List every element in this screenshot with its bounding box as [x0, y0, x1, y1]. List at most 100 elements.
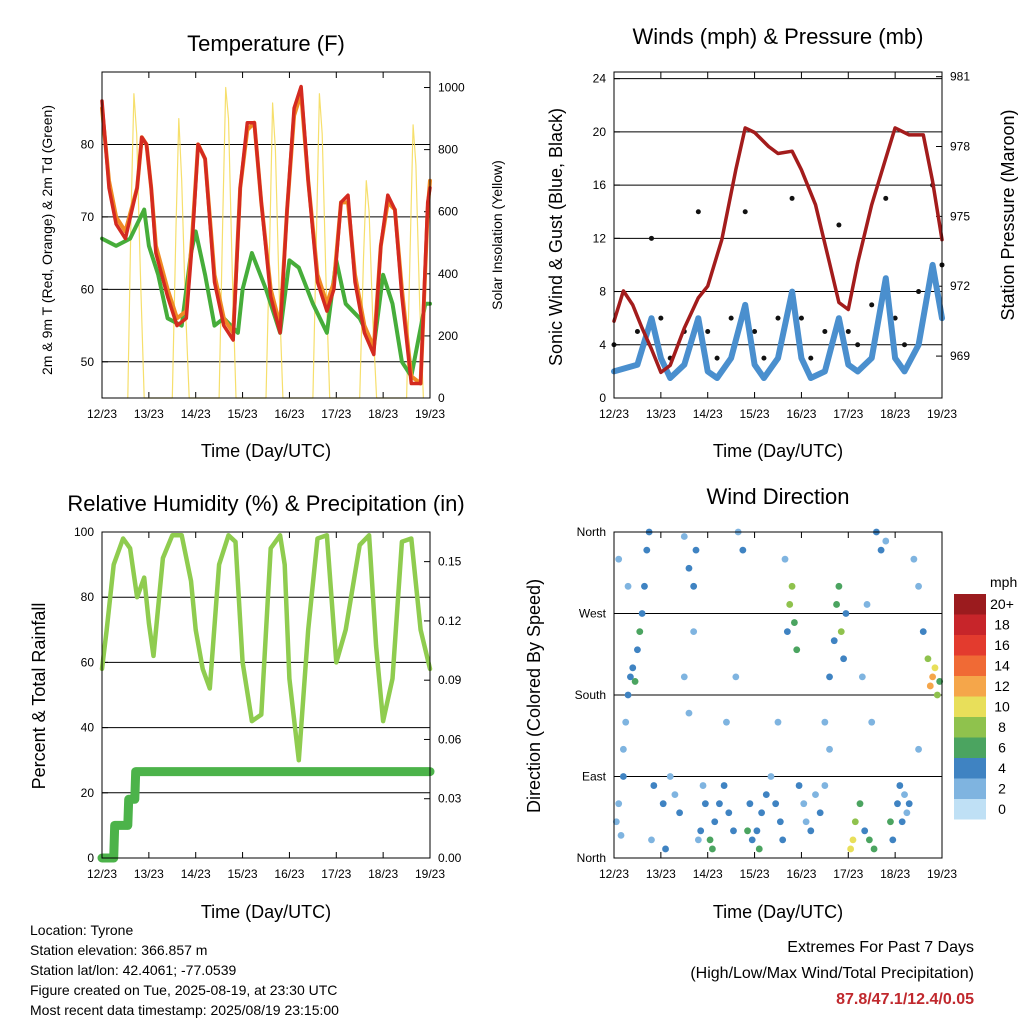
humidity-title: Relative Humidity (%) & Precipitation (i… [67, 491, 464, 516]
y-tick-label: 60 [81, 655, 95, 669]
direction-point [837, 628, 845, 636]
y-tick-label: 24 [593, 72, 607, 86]
direction-point [926, 682, 934, 690]
relative-humidity-line [99, 533, 433, 763]
direction-point [638, 610, 646, 617]
direction-point [776, 818, 784, 826]
info-elevation: Station elevation: 366.857 m [30, 942, 208, 958]
temperature-ylabel-left: 2m & 9m T (Red, Orange) & 2m Td (Green) [39, 105, 55, 375]
direction-point [807, 827, 815, 835]
x-tick-label: 12/23 [87, 867, 117, 881]
direction-point [821, 718, 829, 726]
gust-point [822, 328, 828, 334]
direction-point [821, 782, 829, 789]
direction-point [933, 691, 941, 699]
y2-tick-label: 975 [950, 209, 970, 223]
legend-swatch [954, 614, 986, 635]
gust-point [761, 355, 767, 361]
y2-tick-label: 1000 [438, 81, 465, 95]
direction-point [863, 601, 871, 608]
extremes-block: Extremes For Past 7 Days (High/Low/Max W… [690, 935, 974, 1013]
gust-point [742, 209, 748, 215]
y2-tick-label: 400 [438, 267, 458, 281]
direction-point [636, 628, 644, 636]
legend-swatch [954, 696, 986, 717]
y-tick-label: 40 [81, 721, 95, 735]
x-tick-label: 14/23 [693, 867, 723, 881]
sonic-wind-line [611, 261, 945, 381]
x-tick-label: 14/23 [181, 867, 211, 881]
direction-point [868, 718, 876, 726]
x-tick-label: 18/23 [368, 867, 398, 881]
direction-point [730, 827, 737, 835]
legend-label: 12 [994, 678, 1010, 694]
dewpoint-2m-line [100, 207, 432, 379]
direction-point [690, 628, 698, 636]
legend-swatch [954, 778, 986, 799]
direction-point [709, 845, 716, 853]
winds-xlabel: Time (Day/UTC) [713, 441, 843, 461]
winds-title: Winds (mph) & Pressure (mb) [633, 24, 924, 49]
direction-point [662, 845, 669, 853]
temperature-panel: 12/23 13/23 14/23 15/23 16/23 17/23 18/23 19/23… [39, 31, 505, 461]
direction-point [634, 646, 641, 654]
x-tick-label: 14/23 [181, 407, 211, 421]
direction-point [924, 655, 932, 663]
y2-tick-label: 800 [438, 143, 458, 157]
y-tick-label: 80 [81, 590, 95, 604]
y-tick-label: South [575, 688, 606, 702]
y2-tick-label: 972 [950, 279, 970, 293]
direction-point [840, 655, 847, 663]
direction-point [739, 546, 747, 554]
direction-point [870, 845, 878, 853]
direction-point [931, 664, 939, 672]
solar-insolation-line [127, 86, 424, 399]
gust-point [808, 355, 814, 361]
total-rainfall-line [97, 767, 435, 863]
y2-tick-label: 978 [950, 140, 970, 154]
direction-point [830, 637, 838, 645]
legend-swatch [954, 717, 986, 738]
legend-label: 18 [994, 617, 1010, 633]
direction-point [791, 619, 798, 626]
legend-label: 2 [998, 781, 1006, 797]
x-tick-label: 16/23 [786, 867, 816, 881]
y2-tick-label: 969 [950, 349, 970, 363]
x-tick-label: 18/23 [880, 407, 910, 421]
gust-point [648, 235, 654, 241]
direction-point [842, 610, 850, 617]
x-tick-label: 16/23 [274, 867, 304, 881]
y-tick-label: East [582, 770, 607, 784]
x-tick-label: 19/23 [927, 407, 957, 421]
direction-point [795, 782, 803, 789]
direction-point [835, 582, 843, 590]
direction-point [720, 782, 728, 789]
direction-point [788, 582, 796, 590]
direction-point [816, 809, 824, 817]
gust-point [855, 342, 861, 348]
direction-point [732, 673, 740, 681]
legend-swatch [954, 655, 986, 676]
direction-point [826, 673, 833, 681]
y2-tick-label: 200 [438, 329, 458, 343]
direction-point [711, 818, 719, 826]
direction-point [680, 533, 688, 540]
x-tick-label: 17/23 [321, 407, 351, 421]
direction-point [697, 827, 705, 835]
y-tick-label: 0 [87, 851, 94, 865]
temperature-ylabel-right: Solar Insolation (Yellow) [489, 160, 505, 310]
gust-point [916, 289, 922, 295]
direction-point [643, 546, 651, 554]
direction-point [762, 791, 770, 799]
x-tick-label: 13/23 [134, 407, 164, 421]
gust-point [869, 302, 875, 308]
winds-panel: 12/23 13/23 14/23 15/23 16/23 17/23 18/23 19/23… [546, 24, 1018, 461]
gust-point [658, 315, 664, 321]
direction-point [748, 836, 756, 844]
legend-label: 14 [994, 658, 1010, 674]
x-tick-label: 17/23 [833, 867, 863, 881]
y2-tick-label: 0 [438, 391, 445, 405]
y-tick-label: 70 [81, 210, 95, 224]
direction-point [753, 827, 761, 835]
